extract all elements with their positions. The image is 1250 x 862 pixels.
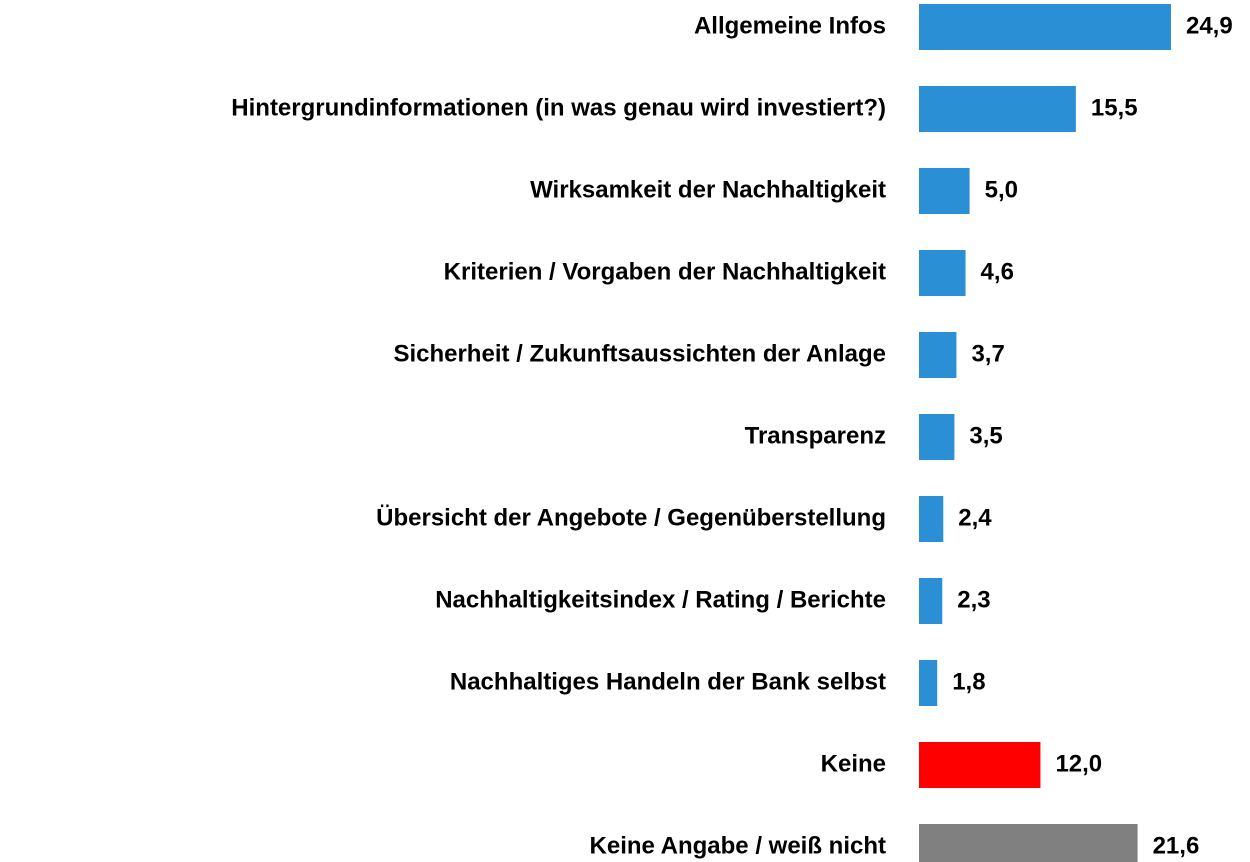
- category-label: Keine Angabe / weiß nicht: [590, 832, 886, 859]
- category-label: Keine: [821, 750, 886, 777]
- value-label: 5,0: [985, 176, 1018, 203]
- value-label: 21,6: [1153, 832, 1200, 859]
- category-label: Transparenz: [745, 422, 886, 449]
- value-label: 15,5: [1091, 94, 1138, 121]
- value-label: 12,0: [1055, 750, 1102, 777]
- value-label: 3,7: [971, 340, 1004, 367]
- category-label: Nachhaltigkeitsindex / Rating / Berichte: [435, 586, 886, 613]
- bar: [919, 414, 955, 460]
- value-label: 4,6: [981, 258, 1014, 285]
- category-label: Kriterien / Vorgaben der Nachhaltigkeit: [444, 258, 886, 285]
- bar: [919, 742, 1041, 788]
- value-label: 2,4: [958, 504, 992, 531]
- bar: [919, 332, 957, 378]
- category-label: Sicherheit / Zukunftsaussichten der Anla…: [393, 340, 886, 367]
- bar: [919, 250, 966, 296]
- value-label: 2,3: [957, 586, 990, 613]
- bar: [919, 660, 938, 706]
- category-label: Hintergrundinformationen (in was genau w…: [231, 94, 886, 121]
- value-label: 1,8: [952, 668, 985, 695]
- bar: [919, 496, 944, 542]
- category-label: Allgemeine Infos: [694, 12, 886, 39]
- value-label: 24,9: [1186, 12, 1233, 39]
- bar: [919, 824, 1138, 862]
- value-label: 3,5: [969, 422, 1002, 449]
- category-label: Übersicht der Angebote / Gegenüberstellu…: [376, 504, 886, 531]
- bar: [919, 4, 1171, 50]
- category-label: Wirksamkeit der Nachhaltigkeit: [530, 176, 886, 203]
- bar: [919, 86, 1076, 132]
- bar: [919, 578, 943, 624]
- bar: [919, 168, 970, 214]
- category-label: Nachhaltiges Handeln der Bank selbst: [450, 668, 886, 695]
